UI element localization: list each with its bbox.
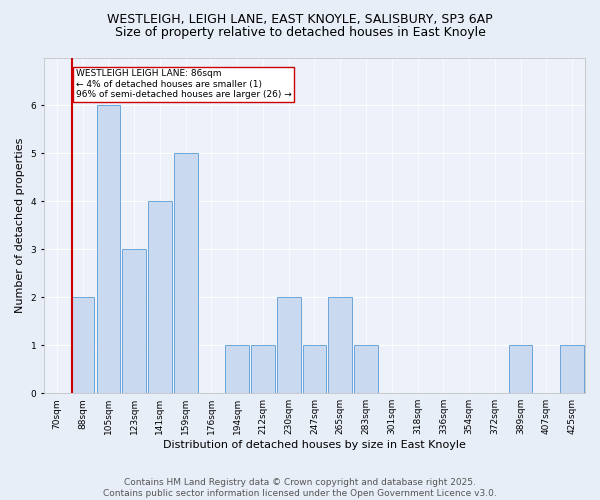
Bar	[354, 345, 378, 393]
Bar	[328, 298, 352, 393]
Bar	[277, 298, 301, 393]
Text: WESTLEIGH, LEIGH LANE, EAST KNOYLE, SALISBURY, SP3 6AP: WESTLEIGH, LEIGH LANE, EAST KNOYLE, SALI…	[107, 12, 493, 26]
Bar	[509, 345, 532, 393]
Bar	[226, 345, 249, 393]
Text: Contains HM Land Registry data © Crown copyright and database right 2025.
Contai: Contains HM Land Registry data © Crown c…	[103, 478, 497, 498]
X-axis label: Distribution of detached houses by size in East Knoyle: Distribution of detached houses by size …	[163, 440, 466, 450]
Bar	[122, 250, 146, 393]
Bar	[251, 345, 275, 393]
Text: WESTLEIGH LEIGH LANE: 86sqm
← 4% of detached houses are smaller (1)
96% of semi-: WESTLEIGH LEIGH LANE: 86sqm ← 4% of deta…	[76, 70, 291, 100]
Bar	[174, 154, 197, 393]
Bar	[148, 202, 172, 393]
Y-axis label: Number of detached properties: Number of detached properties	[15, 138, 25, 313]
Bar	[302, 345, 326, 393]
Text: Size of property relative to detached houses in East Knoyle: Size of property relative to detached ho…	[115, 26, 485, 39]
Bar	[97, 106, 120, 393]
Bar	[560, 345, 584, 393]
Bar	[71, 298, 94, 393]
